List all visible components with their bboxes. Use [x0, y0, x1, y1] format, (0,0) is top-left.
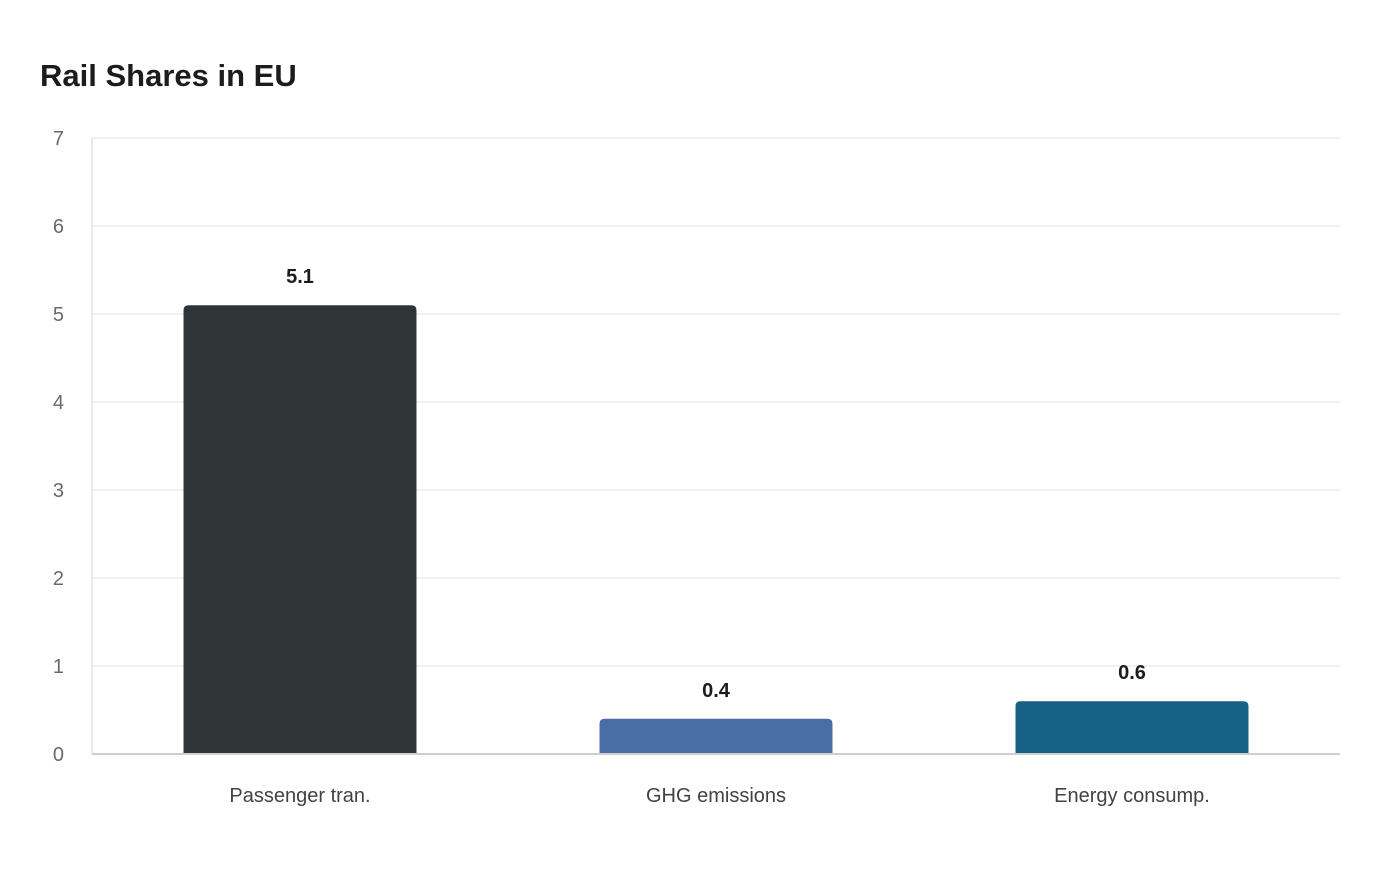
data-label: 0.4 [702, 680, 731, 702]
data-label: 5.1 [286, 266, 314, 288]
y-tick-label: 1 [53, 656, 64, 678]
y-tick-label: 0 [53, 744, 64, 766]
x-tick-label: GHG emissions [646, 785, 786, 807]
bar-2[interactable] [599, 718, 833, 754]
chart-title: Rail Shares in EU [40, 58, 297, 93]
x-tick-label: Passenger tran. [229, 785, 370, 807]
y-tick-label: 3 [53, 480, 64, 502]
y-tick-label: 5 [53, 304, 64, 326]
labels: 5.1 Passenger tran. 0.4 GHG emissions 0.6 Ene… [229, 266, 1209, 807]
bar-3[interactable] [1015, 701, 1249, 754]
x-tick-label: Energy consump. [1054, 785, 1210, 807]
y-tick-label: 6 [53, 216, 64, 238]
y-tick-label: 2 [53, 568, 64, 590]
y-tick-label: 7 [53, 128, 64, 150]
bars [92, 305, 1340, 755]
axes: 0 1 2 3 4 5 6 7 [53, 128, 93, 766]
y-tick-label: 4 [53, 392, 64, 414]
data-label: 0.6 [1118, 662, 1146, 684]
bar-1[interactable] [183, 305, 417, 754]
